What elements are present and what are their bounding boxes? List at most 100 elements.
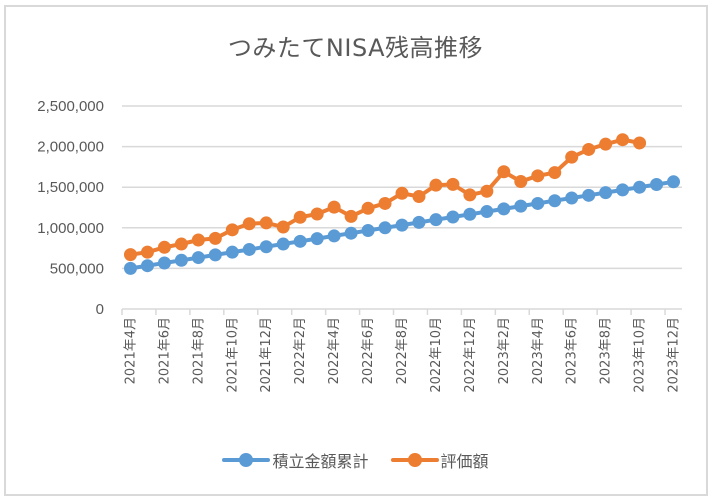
data-point	[463, 207, 477, 221]
data-point	[650, 177, 664, 191]
data-point	[531, 169, 545, 183]
data-point	[225, 223, 239, 237]
data-point	[327, 229, 341, 243]
y-tick-label: 1,500,000	[37, 179, 104, 196]
data-point	[293, 234, 307, 248]
x-tick-label: 2022年8月	[395, 317, 410, 384]
x-axis: 2021年4月 2021年6月 2021年8月 2021年10月 2021年12月 202…	[121, 308, 682, 393]
legend-label-cumulative: 積立金額累計	[272, 452, 369, 471]
data-point	[429, 213, 443, 227]
data-point	[310, 207, 324, 221]
data-point	[633, 180, 647, 194]
data-point	[667, 175, 681, 189]
x-tick-label: 2023年2月	[497, 317, 512, 384]
data-point	[157, 256, 171, 270]
data-point	[412, 190, 426, 204]
x-tick-label: 2023年8月	[599, 317, 614, 384]
y-tick-label: 1,000,000	[37, 220, 104, 237]
data-point	[565, 150, 579, 164]
x-tick-label: 2021年10月	[225, 317, 240, 393]
data-point	[140, 259, 154, 273]
data-point	[276, 220, 290, 234]
data-point	[582, 142, 596, 156]
data-point	[395, 218, 409, 232]
data-point	[344, 226, 358, 240]
data-point	[327, 200, 341, 214]
legend-marker-blue-icon	[222, 453, 271, 467]
data-point	[480, 184, 494, 198]
y-tick-label: 500,000	[50, 260, 104, 277]
data-point	[123, 248, 137, 262]
data-point	[599, 186, 613, 200]
data-point	[310, 232, 324, 246]
data-point	[463, 188, 477, 202]
data-point	[174, 253, 188, 267]
data-point	[565, 191, 579, 205]
data-point	[378, 221, 392, 235]
data-point	[293, 210, 307, 224]
x-tick-label: 2022年2月	[293, 317, 308, 384]
data-point	[242, 242, 256, 256]
x-tick-label: 2021年8月	[191, 317, 206, 384]
data-point	[446, 210, 460, 224]
data-point	[157, 240, 171, 254]
data-point	[378, 196, 392, 210]
data-point	[633, 136, 647, 150]
data-point	[208, 231, 222, 245]
series-group	[123, 133, 681, 275]
data-point	[242, 217, 256, 231]
chart-title: つみたてNISA残高推移	[227, 34, 484, 62]
data-point	[276, 237, 290, 251]
data-point	[259, 240, 273, 254]
y-axis-ticks: 0 500,000 1,000,000 1,500,000 2,000,000 2,500…	[37, 98, 104, 318]
legend: 積立金額累計 評価額	[0, 448, 711, 472]
data-point	[412, 215, 426, 229]
data-point	[225, 245, 239, 259]
data-point	[174, 237, 188, 251]
x-tick-label: 2023年6月	[565, 317, 580, 384]
y-tick-label: 0	[96, 301, 104, 318]
data-point	[344, 209, 358, 223]
x-tick-label: 2021年4月	[123, 317, 138, 384]
data-point	[480, 205, 494, 219]
data-point	[361, 201, 375, 215]
data-point	[208, 248, 222, 262]
x-tick-label: 2021年12月	[259, 317, 274, 393]
data-point	[259, 216, 273, 230]
data-point	[582, 188, 596, 202]
data-point	[191, 251, 205, 265]
x-tick-label: 2022年6月	[361, 317, 376, 384]
data-point	[599, 137, 613, 151]
data-point	[395, 186, 409, 200]
data-point	[616, 133, 630, 147]
legend-item-cumulative[interactable]: 積立金額累計	[222, 448, 369, 472]
data-point	[514, 199, 528, 213]
data-point	[514, 175, 528, 189]
data-point	[123, 261, 137, 275]
series-cumulative	[123, 175, 681, 275]
x-tick-label: 2021年6月	[157, 317, 172, 384]
y-tick-label: 2,000,000	[37, 139, 104, 156]
series-valuation	[123, 133, 647, 262]
data-point	[548, 166, 562, 180]
data-point	[497, 202, 511, 216]
x-tick-label: 2023年4月	[531, 317, 546, 384]
x-tick-label: 2022年12月	[463, 317, 478, 393]
y-tick-label: 2,500,000	[37, 98, 104, 115]
data-point	[616, 183, 630, 197]
data-point	[361, 224, 375, 238]
x-tick-label: 2022年4月	[327, 317, 342, 384]
data-point	[548, 194, 562, 208]
legend-marker-orange-icon	[390, 453, 439, 467]
data-point	[429, 178, 443, 192]
data-point	[140, 245, 154, 259]
legend-item-valuation[interactable]: 評価額	[390, 448, 489, 472]
x-tick-label: 2023年10月	[633, 317, 648, 393]
x-tick-label: 2022年10月	[429, 317, 444, 393]
x-tick-label: 2023年12月	[667, 317, 682, 393]
data-point	[446, 177, 460, 191]
data-point	[531, 196, 545, 210]
legend-label-valuation: 評価額	[440, 452, 489, 471]
data-point	[191, 233, 205, 247]
